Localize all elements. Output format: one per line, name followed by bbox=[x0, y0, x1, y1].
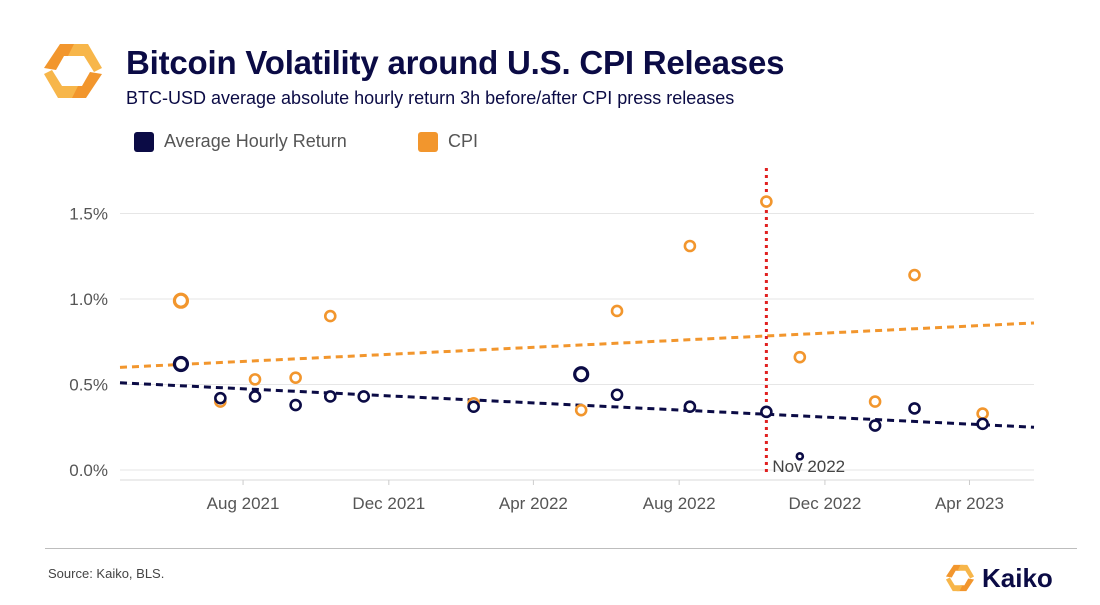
y-tick-label: 1.5% bbox=[69, 205, 108, 224]
data-point-cpi bbox=[289, 371, 302, 384]
chart-title: Bitcoin Volatility around U.S. CPI Relea… bbox=[126, 44, 785, 81]
legend-swatch-orange bbox=[418, 131, 438, 152]
data-point-average-hourly-return bbox=[573, 366, 590, 383]
brand: Kaiko bbox=[944, 562, 1053, 594]
legend-swatch-navy bbox=[134, 131, 154, 152]
legend-label: CPI bbox=[448, 131, 479, 151]
x-tick-label: Aug 2021 bbox=[207, 494, 280, 513]
data-point-average-hourly-return bbox=[760, 405, 773, 419]
data-point-cpi bbox=[172, 292, 190, 309]
data-point-average-hourly-return bbox=[467, 400, 480, 414]
data-point-cpi bbox=[574, 403, 588, 417]
x-tick-label: Aug 2022 bbox=[643, 494, 716, 513]
y-tick-label: 1.0% bbox=[69, 290, 108, 309]
x-tick-label: Apr 2022 bbox=[499, 494, 568, 513]
data-point-cpi bbox=[760, 195, 773, 208]
data-point-average-hourly-return bbox=[683, 400, 697, 414]
chart-subtitle: BTC-USD average absolute hourly return 3… bbox=[126, 88, 735, 108]
x-tick-label: Apr 2023 bbox=[935, 494, 1004, 513]
data-point-cpi bbox=[793, 350, 807, 364]
data-point-cpi bbox=[976, 407, 989, 420]
data-point-average-hourly-return bbox=[795, 452, 805, 461]
data-point-average-hourly-return bbox=[908, 402, 921, 415]
source-note: Source: Kaiko, BLS. bbox=[48, 566, 165, 581]
y-tick-label: 0.5% bbox=[69, 376, 108, 395]
trendline-average-hourly-return bbox=[119, 381, 1035, 429]
kaiko-logo bbox=[44, 44, 102, 98]
data-point-average-hourly-return bbox=[214, 391, 227, 405]
x-tick-label: Dec 2021 bbox=[352, 494, 425, 513]
data-point-average-hourly-return bbox=[868, 419, 882, 432]
data-point-average-hourly-return bbox=[248, 390, 262, 403]
data-point-cpi bbox=[868, 395, 882, 408]
legend-label: Average Hourly Return bbox=[164, 131, 347, 151]
legend-item-cpi: CPI bbox=[418, 131, 478, 152]
trendline-cpi bbox=[119, 321, 1035, 369]
data-point-average-hourly-return bbox=[172, 355, 190, 373]
y-tick-label: 0.0% bbox=[69, 461, 108, 480]
brand-name: Kaiko bbox=[982, 562, 1053, 593]
data-point-cpi bbox=[610, 304, 624, 318]
legend-item-average-hourly-return: Average Hourly Return bbox=[134, 131, 347, 152]
data-point-average-hourly-return bbox=[323, 390, 337, 403]
data-point-cpi bbox=[323, 309, 337, 323]
annotation-label: Nov 2022 bbox=[772, 457, 845, 476]
data-point-average-hourly-return bbox=[976, 417, 989, 431]
x-tick-label: Dec 2022 bbox=[789, 494, 862, 513]
data-point-average-hourly-return bbox=[357, 390, 371, 403]
data-point-cpi bbox=[248, 373, 262, 386]
data-point-average-hourly-return bbox=[289, 398, 302, 412]
data-point-cpi bbox=[683, 239, 697, 253]
kaiko-logo-small-icon bbox=[945, 564, 975, 592]
scatter-chart: 0.0% 0.5% 1.0% 1.5% Aug 2021 Dec 2021 Apr 2022… bbox=[69, 168, 1035, 513]
data-point-average-hourly-return bbox=[610, 388, 624, 402]
data-point-cpi bbox=[908, 268, 921, 282]
footer-divider bbox=[45, 548, 1077, 549]
